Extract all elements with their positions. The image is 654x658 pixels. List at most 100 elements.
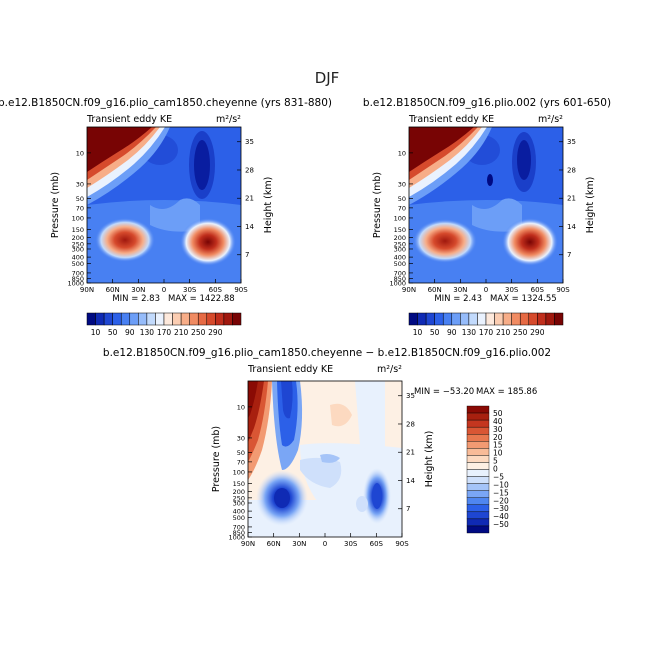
y-tick-label: 1000	[389, 280, 406, 288]
y-tick-label: 100	[72, 214, 84, 222]
colorbar-swatch	[466, 434, 490, 442]
colorbar-swatch	[232, 312, 242, 326]
colorbar-swatch	[485, 312, 495, 326]
colorbar-label: 20	[493, 433, 503, 442]
colorbar-swatch	[537, 312, 547, 326]
y-tick-label: 30	[398, 180, 406, 188]
y-tick-label: 250	[72, 240, 84, 248]
y2-tick-label: 35	[406, 392, 415, 400]
panel-3-max: MAX = 185.86	[476, 387, 537, 397]
colorbar-label: 250	[191, 328, 206, 337]
panel-1-axes: 90N 60N 30N 0 30S 60S 90S103050701001502002503…	[67, 138, 254, 294]
colorbar-label: 0	[493, 465, 498, 474]
y-tick-label: 30	[237, 434, 245, 442]
y-tick-label: 100	[233, 468, 245, 476]
colorbar-swatch	[466, 483, 490, 491]
colorbar-swatch	[466, 441, 490, 449]
x-tick-label: 90N	[80, 286, 94, 294]
y-tick-label: 850	[233, 529, 245, 537]
colorbar-swatch	[417, 312, 427, 326]
colorbar-label: −40	[493, 512, 509, 521]
colorbar-label: 10	[91, 328, 101, 337]
y2-tick-label: 35	[245, 138, 254, 146]
x-tick-label: 30N	[292, 540, 306, 548]
panel-2-max: MAX = 1324.55	[490, 294, 557, 304]
colorbar-label: 170	[479, 328, 494, 337]
colorbar-swatch	[215, 312, 225, 326]
colorbar-label: 10	[413, 328, 423, 337]
colorbar-label: −10	[493, 480, 509, 489]
colorbar-label: 40	[493, 417, 503, 426]
colorbar-label: 90	[447, 328, 457, 337]
panel-1-y-label: Pressure (mb)	[50, 172, 61, 238]
colorbar-swatch	[138, 312, 148, 326]
y-tick-label: 200	[72, 234, 84, 242]
panel-2-field	[409, 127, 563, 283]
y2-tick-label: 7	[567, 251, 571, 259]
panel-1-subtitle: Transient eddy KE	[86, 114, 172, 125]
panel-1-y2-label: Height (km)	[263, 177, 274, 234]
colorbar-swatch	[466, 426, 490, 435]
panel-3-title: b.e12.B1850CN.f09_g16.plio_cam1850.cheye…	[103, 347, 551, 359]
panel-3-y2-label: Height (km)	[424, 431, 435, 488]
y2-tick-label: 7	[245, 251, 249, 259]
y-tick-label: 400	[394, 254, 406, 262]
colorbar-swatch	[189, 312, 199, 326]
colorbar-swatch	[466, 476, 490, 484]
panel-2-units: m²/s²	[538, 114, 563, 125]
colorbar-swatch	[511, 312, 521, 326]
colorbar-swatch	[528, 312, 538, 326]
y-tick-label: 400	[233, 508, 245, 516]
colorbar-swatch	[408, 312, 418, 326]
y2-tick-label: 14	[245, 223, 254, 231]
x-tick-label: 60S	[531, 286, 545, 294]
y-tick-label: 50	[76, 195, 84, 203]
y-tick-label: 500	[72, 260, 84, 268]
colorbar-swatch	[146, 312, 156, 326]
colorbar-label: −20	[493, 496, 509, 505]
y-tick-label: 400	[72, 254, 84, 262]
colorbar-label: 30	[493, 425, 503, 434]
y-tick-label: 70	[76, 204, 84, 212]
colorbar-label: −30	[493, 504, 509, 513]
panel-3-min: MIN = −53.20	[414, 387, 474, 397]
y2-tick-label: 28	[406, 420, 415, 428]
colorbar-label: 130	[462, 328, 477, 337]
colorbar-swatch	[223, 312, 233, 326]
x-tick-label: 0	[162, 286, 166, 294]
y-tick-label: 50	[237, 449, 245, 457]
colorbar-swatch	[466, 511, 490, 520]
colorbar-label: 15	[493, 441, 503, 450]
colorbar-label: 250	[513, 328, 528, 337]
y2-tick-label: 28	[245, 166, 254, 174]
y2-tick-label: 21	[567, 195, 576, 203]
x-tick-label: 0	[323, 540, 327, 548]
y-tick-label: 1000	[67, 280, 84, 288]
y2-tick-label: 7	[406, 505, 410, 513]
panel-1-field	[87, 127, 241, 283]
x-tick-label: 60S	[209, 286, 223, 294]
x-tick-label: 60N	[267, 540, 281, 548]
y-tick-label: 850	[72, 275, 84, 283]
colorbar-swatch	[502, 312, 512, 326]
colorbar-swatch	[466, 448, 490, 456]
colorbar-panel-2: 10 50 90 130 170 210 250 290	[408, 312, 564, 337]
colorbar-swatch	[460, 312, 470, 326]
panel-1-title: b.e12.B1850CN.f09_g16.plio_cam1850.cheye…	[0, 97, 332, 109]
colorbar-swatch	[466, 455, 490, 463]
y-tick-label: 850	[394, 275, 406, 283]
colorbar-swatch	[442, 312, 453, 326]
panel-1-min: MIN = 2.83	[112, 294, 160, 304]
y-tick-label: 10	[398, 149, 406, 157]
colorbar-swatch	[95, 312, 105, 326]
x-tick-label: 30S	[344, 540, 358, 548]
panel-2-subtitle: Transient eddy KE	[408, 114, 494, 125]
colorbar-swatch	[554, 312, 564, 326]
y-tick-label: 500	[233, 514, 245, 522]
panel-3-y-label: Pressure (mb)	[211, 426, 222, 492]
colorbar-label: 90	[125, 328, 135, 337]
colorbar-swatch	[103, 312, 113, 326]
page-title: DJF	[315, 69, 340, 87]
x-tick-label: 90S	[395, 540, 409, 548]
